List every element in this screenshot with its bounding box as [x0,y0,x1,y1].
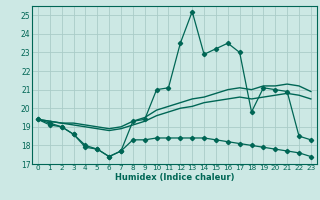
X-axis label: Humidex (Indice chaleur): Humidex (Indice chaleur) [115,173,234,182]
